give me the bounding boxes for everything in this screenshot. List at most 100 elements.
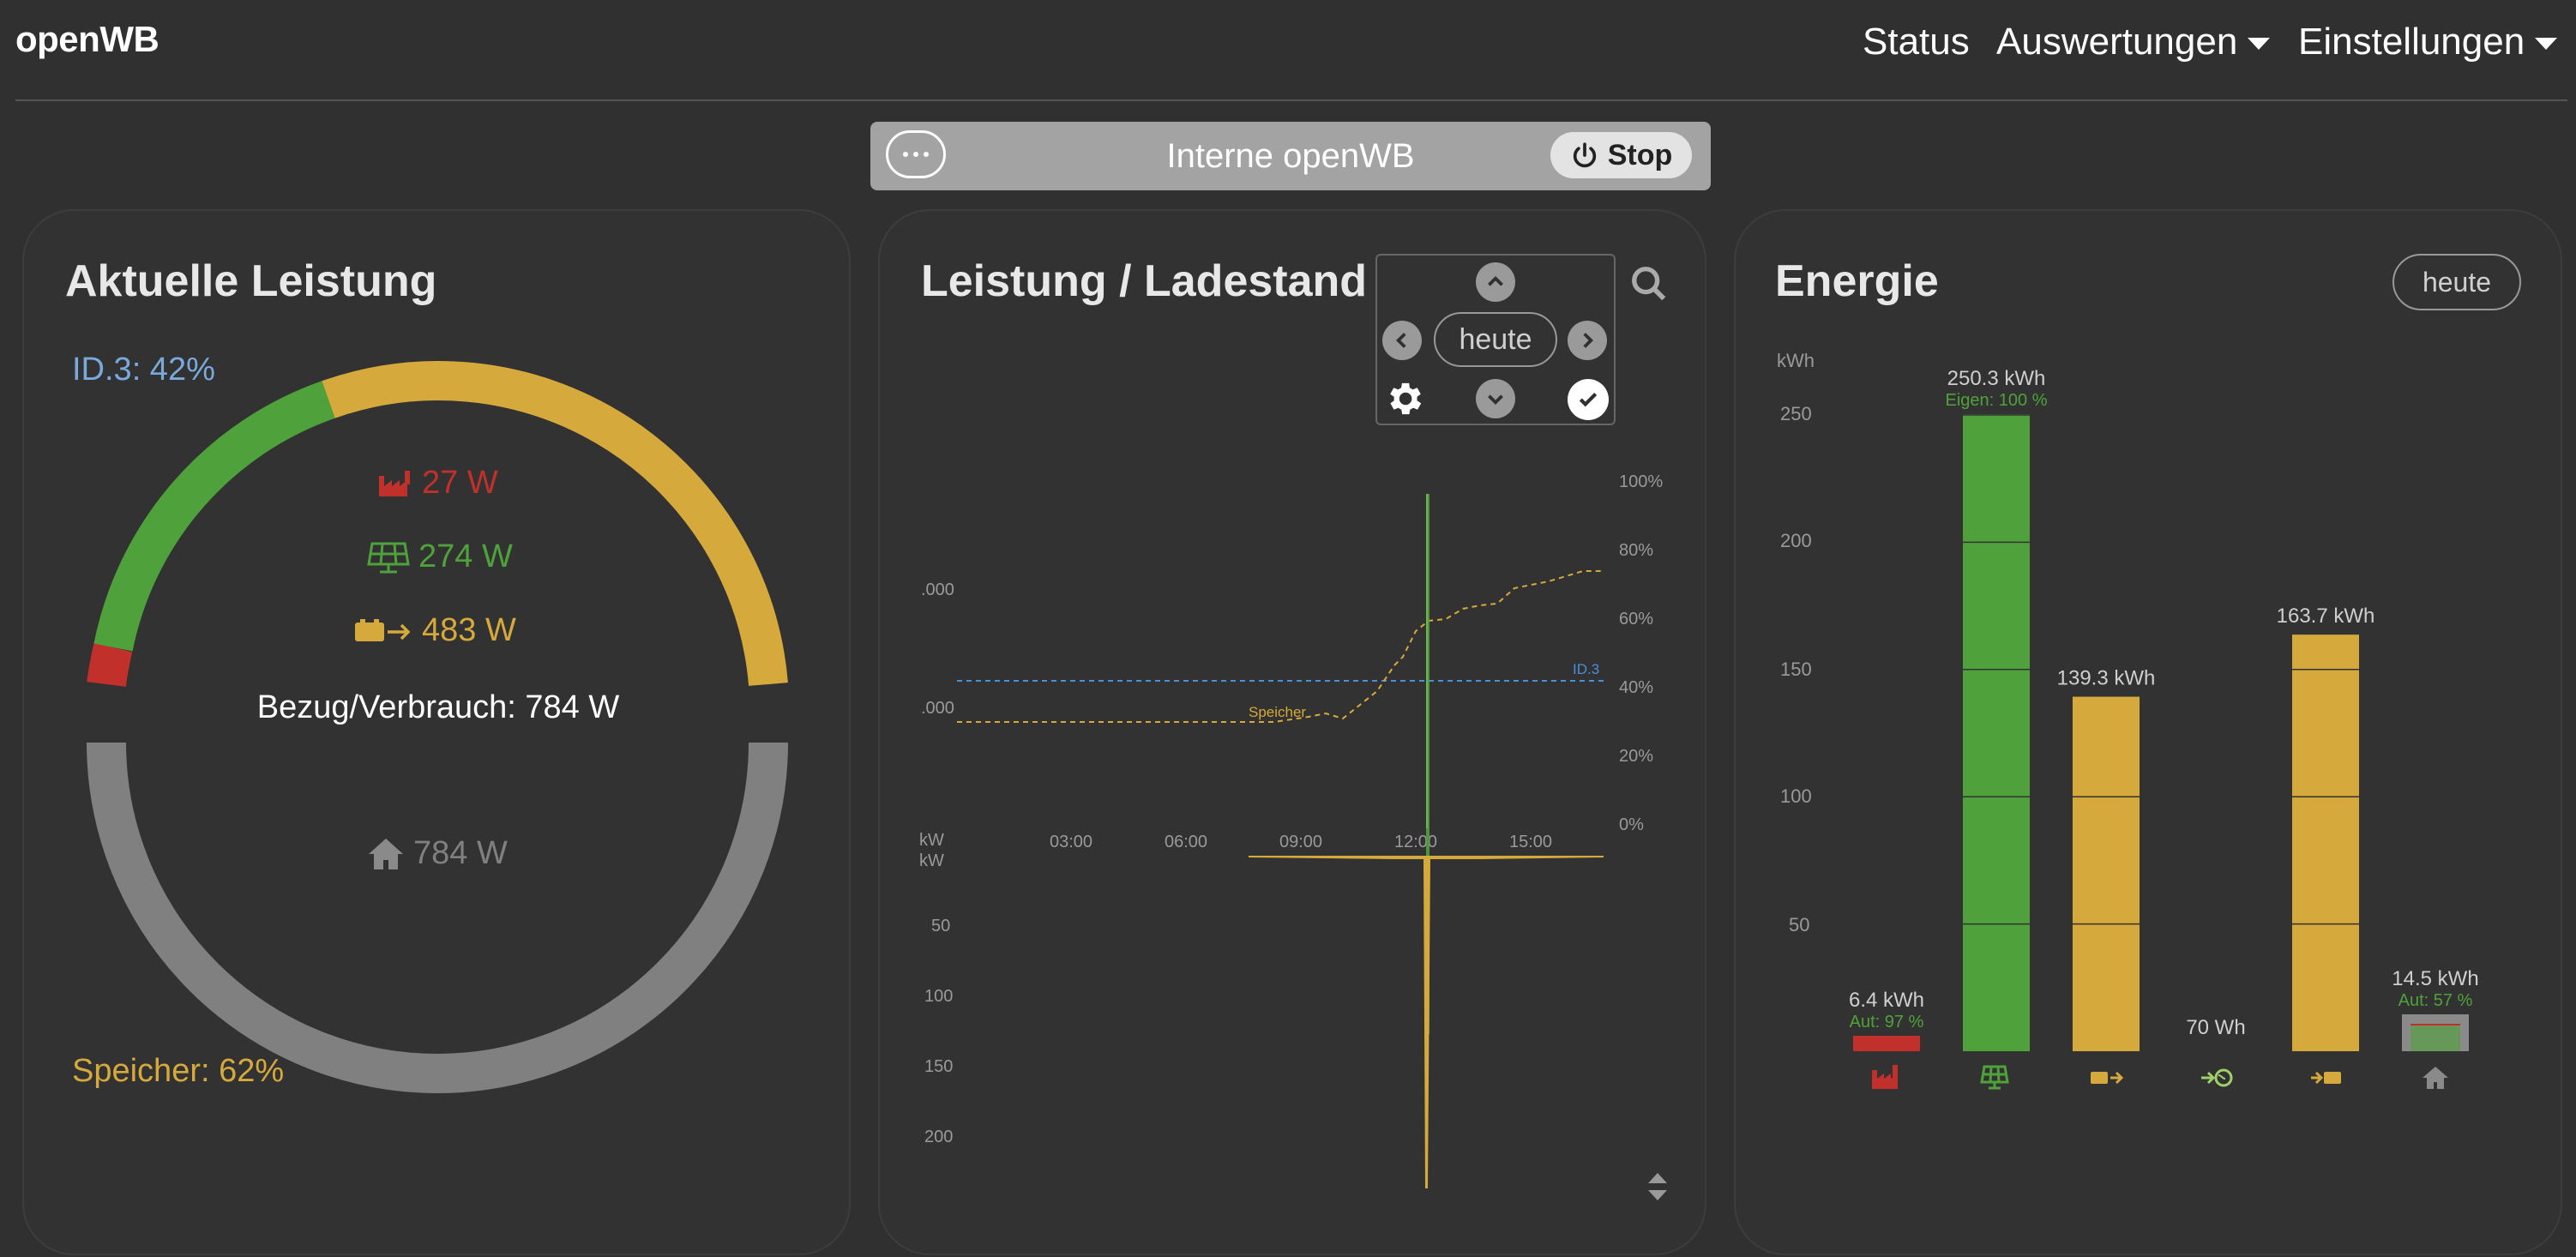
energy-card: Energie heute kWh 250 200 150 100 50 6.4… — [1734, 209, 2562, 1255]
energy-card-title: Energie — [1775, 256, 1939, 306]
house-arc — [87, 742, 788, 1093]
y-lower-tick: 200 — [924, 1128, 953, 1146]
power-soc-chart: 100% 80% 60% 40% 20% 0% .000 .000 03:00 … — [919, 472, 1663, 1188]
x-tick: 15:00 — [1509, 833, 1552, 851]
nav-auswertungen-label: Auswertungen — [1996, 21, 2238, 63]
y-lower-tick: 50 — [931, 917, 950, 935]
grid-value: 27 W — [377, 465, 498, 502]
nav-left-button[interactable] — [1382, 321, 1422, 360]
unit-bottom: kW — [919, 851, 944, 870]
y2-tick: 80% — [1619, 541, 1653, 560]
y-tick: .000 — [921, 580, 954, 599]
pv-spike — [1426, 494, 1429, 1034]
caret-down-icon — [2535, 38, 2558, 50]
bar-sub-label: Eigen: 100 % — [1946, 391, 2048, 410]
nav-einstellungen[interactable]: Einstellungen — [2298, 21, 2558, 63]
chevron-up-icon — [1488, 275, 1503, 286]
battery-power-area — [1249, 856, 1604, 1188]
power-gauge — [87, 361, 788, 1093]
brand-logo[interactable]: openWB — [15, 19, 159, 59]
chargepoint-menu-button[interactable] — [886, 130, 946, 178]
settings-button[interactable] — [1382, 377, 1425, 424]
chart-card-title: Leistung / Ladestand — [921, 256, 1368, 306]
y2-tick: 40% — [1619, 678, 1653, 697]
arrow-battery-icon — [2311, 1071, 2341, 1085]
speicher-line-label: Speicher — [1249, 704, 1306, 720]
battery-arrow-icon — [355, 618, 411, 641]
power-icon — [1573, 142, 1596, 168]
bar-value-label: 139.3 kWh — [2057, 667, 2156, 690]
globe-arrow-icon — [2201, 1068, 2233, 1087]
gear-icon — [1390, 382, 1422, 415]
solar-panel-icon — [1980, 1065, 2009, 1090]
x-tick: 03:00 — [1050, 833, 1092, 851]
house-value-text: 784 W — [413, 835, 508, 871]
navbar-divider — [15, 99, 2567, 101]
bar-value-label: 163.7 kWh — [2277, 604, 2375, 628]
bar-value-label: 250.3 kWh — [1947, 367, 2046, 390]
period-button[interactable]: heute — [2392, 254, 2521, 310]
bar-pv — [1963, 414, 2030, 1051]
battery-charge-value: 483 W — [353, 612, 516, 649]
pv-value: 274 W — [367, 538, 513, 575]
power-card: Aktuelle Leistung ID.3: 42% 27 W 274 W 4… — [22, 209, 851, 1255]
date-button[interactable]: heute — [1434, 312, 1557, 367]
y2-tick: 0% — [1619, 815, 1644, 834]
id3-line-label: ID.3 — [1573, 661, 1599, 677]
y2-tick: 100% — [1619, 472, 1663, 491]
vehicle-soc-label: ID.3: 42% — [72, 352, 215, 388]
caret-down-icon — [2248, 38, 2271, 50]
y-tick: .000 — [921, 699, 954, 718]
house-value: 784 W — [367, 835, 508, 872]
nav-status[interactable]: Status — [1863, 21, 1970, 63]
nav-right-button[interactable] — [1568, 321, 1607, 360]
battery-arc — [322, 361, 788, 686]
energy-y-tick: 250 — [1780, 403, 1812, 424]
factory-icon — [379, 470, 410, 496]
sort-icon[interactable] — [1645, 1170, 1670, 1204]
power-card-title: Aktuelle Leistung — [65, 256, 437, 306]
bar-sub-label: Aut: 97 % — [1850, 1013, 1924, 1031]
bar-battery-out — [2292, 635, 2359, 1051]
grid-value-text: 27 W — [422, 465, 498, 501]
nav-einstellungen-label: Einstellungen — [2298, 21, 2525, 63]
x-tick: 12:00 — [1394, 833, 1437, 851]
bar-battery-in — [2073, 696, 2140, 1051]
nav-auswertungen[interactable]: Auswertungen — [1996, 21, 2271, 63]
nav-down-button[interactable] — [1476, 379, 1515, 418]
solar-panel-icon — [367, 542, 410, 573]
energy-y-tick: 200 — [1780, 530, 1812, 551]
y-lower-tick: 100 — [924, 987, 953, 1006]
y2-tick: 60% — [1619, 610, 1653, 628]
factory-icon — [1872, 1065, 1898, 1089]
nav-status-label: Status — [1863, 21, 1970, 63]
energy-unit: kWh — [1777, 350, 1815, 371]
battery-arrow-icon — [2091, 1071, 2124, 1085]
x-tick: 09:00 — [1279, 833, 1322, 851]
nav-up-button[interactable] — [1476, 262, 1515, 302]
confirm-button[interactable] — [1568, 379, 1609, 420]
battery-charge-text: 483 W — [422, 612, 516, 648]
date-navigator: heute — [1375, 254, 1616, 425]
stop-label: Stop — [1607, 138, 1673, 171]
chevron-down-icon — [1488, 394, 1503, 406]
bar-value-label: 70 Wh — [2186, 1016, 2245, 1039]
x-tick: 06:00 — [1165, 833, 1207, 851]
energy-y-tick: 50 — [1789, 914, 1810, 935]
check-icon — [1579, 393, 1598, 407]
consumption-label: Bezug/Verbrauch: 784 W — [256, 689, 620, 725]
stop-button[interactable]: Stop — [1550, 132, 1692, 178]
house-icon — [2423, 1067, 2448, 1089]
bar-value-label: 14.5 kWh — [2392, 967, 2478, 990]
chevron-right-icon — [1583, 333, 1594, 348]
unit-top: kW — [919, 831, 944, 850]
y2-tick: 20% — [1619, 747, 1653, 766]
bar-value-label: 6.4 kWh — [1849, 989, 1924, 1012]
bar-house-pv — [2410, 1024, 2460, 1051]
bar-sub-label: Aut: 57 % — [2398, 991, 2473, 1010]
energy-y-tick: 100 — [1780, 785, 1812, 807]
pv-arc — [93, 381, 335, 652]
chevron-left-icon — [1395, 333, 1406, 348]
search-icon[interactable] — [1629, 264, 1669, 304]
